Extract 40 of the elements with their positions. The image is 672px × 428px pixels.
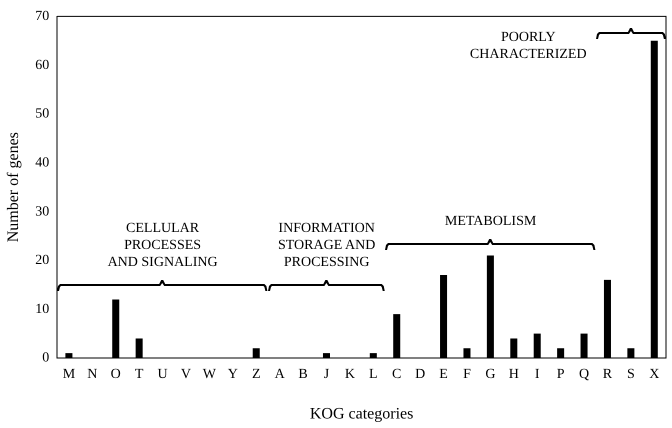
x-tick-label: R — [602, 367, 613, 382]
x-tick-label: F — [463, 367, 472, 382]
x-tick-label: N — [87, 367, 98, 382]
x-tick-label: S — [626, 367, 635, 382]
y-tick-label: 30 — [35, 204, 50, 220]
x-tick-label: Q — [578, 367, 590, 382]
x-tick-label: L — [369, 367, 378, 382]
x-tick-label: B — [298, 367, 308, 382]
y-tick-label: 70 — [35, 9, 50, 24]
x-tick-label: P — [556, 367, 565, 382]
y-tick-label: 0 — [42, 350, 50, 366]
annotation: METABOLISM — [444, 212, 536, 230]
y-tick-label: 10 — [35, 302, 50, 317]
x-tick-label: C — [392, 367, 402, 382]
x-tick-label: O — [110, 367, 121, 382]
x-axis-title: KOG categories — [310, 406, 414, 423]
x-tick-label: Y — [228, 367, 238, 382]
x-tick-label: X — [649, 367, 660, 382]
y-tick-label: 40 — [35, 155, 50, 170]
x-tick-label: W — [202, 367, 217, 382]
annotation: POORLY CHARACTERIZED — [470, 29, 587, 64]
y-tick-label: 60 — [35, 58, 50, 73]
x-tick-label: G — [485, 367, 496, 382]
x-tick-label: M — [62, 367, 76, 382]
x-tick-label: U — [158, 367, 168, 382]
x-tick-label: J — [324, 367, 330, 382]
x-tick-label: D — [415, 367, 426, 382]
x-tick-label: E — [439, 367, 448, 382]
annotation: CELLULAR PROCESSES AND SIGNALING — [108, 220, 218, 271]
y-tick-label: 50 — [35, 106, 50, 122]
x-tick-label: V — [180, 367, 192, 382]
y-axis-title: Number of genes — [4, 132, 22, 242]
x-tick-label: A — [274, 367, 286, 382]
x-tick-label: H — [508, 367, 519, 382]
y-tick-label: 20 — [35, 253, 50, 268]
x-tick-label: I — [534, 367, 540, 382]
annotation: INFORMATION STORAGE AND PROCESSING — [278, 220, 376, 271]
x-tick-label: Z — [252, 367, 261, 382]
x-tick-label: K — [344, 367, 355, 382]
x-tick-label: T — [134, 367, 144, 382]
